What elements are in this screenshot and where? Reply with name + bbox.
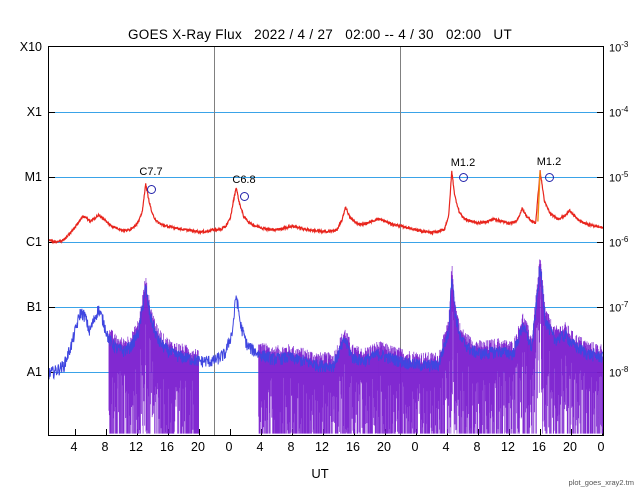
ytick-left [49,372,55,373]
flare-marker-m12-b [545,173,554,182]
exponent: -7 [621,300,629,309]
flare-marker-c68 [240,192,249,201]
ylabel-x10: X10 [19,40,42,54]
xtick-label: 12 [129,440,143,454]
yright-1e-8: 10-8 [609,365,629,380]
exponent: -4 [621,105,629,114]
xtick-label: 16 [532,440,546,454]
xtick-label: 8 [101,440,109,454]
gridline-b1 [49,307,603,308]
flare-label-c68: C6.8 [232,174,256,186]
xtick-label: 16 [160,440,174,454]
xtick-label: 4 [70,440,78,454]
plot-frame [48,46,604,436]
xtick-label: 0 [597,440,605,454]
xtick-label: 0 [225,440,233,454]
yright-1e-7: 10-7 [609,300,629,315]
day-separator-2 [400,47,401,435]
xtick [540,429,541,435]
yright-1e-3: 10-3 [609,40,629,55]
xtick-label: 0 [411,440,419,454]
gridline-x1 [49,112,603,113]
xtick-label: 8 [473,440,481,454]
xtick-label: 20 [191,440,205,454]
yright-1e-5: 10-5 [609,170,629,185]
exponent: -3 [621,40,629,49]
ylabel-a1: A1 [26,365,42,379]
flare-label-m12-a: M1.2 [450,157,476,169]
xtick-label: 20 [377,440,391,454]
exponent: -5 [621,170,629,179]
exponent: -6 [621,235,629,244]
ytick-right [597,242,603,243]
ytick-left [49,307,55,308]
xtick-label: 12 [315,440,329,454]
xtick [571,429,572,435]
xtick [261,429,262,435]
page-title: GOES X-Ray Flux 2022 / 4 / 27 02:00 -- 4… [127,27,513,42]
xtick-label: 20 [563,440,577,454]
xtick [106,429,107,435]
ytick-left [49,112,55,113]
ytick-right [597,112,603,113]
xtick-label: 16 [346,440,360,454]
ylabel-x1: X1 [26,105,42,119]
yright-1e-6: 10-6 [609,235,629,250]
exponent: -8 [621,365,629,374]
ytick-right [597,177,603,178]
xtick [478,429,479,435]
gridline-m1 [49,177,603,178]
ylabel-m1: M1 [24,170,42,184]
xtick [199,429,200,435]
xtick [230,429,231,435]
day-separator-1 [214,47,215,435]
xtick-label: 4 [256,440,264,454]
ylabel-b1: B1 [26,300,42,314]
xtick [75,429,76,435]
xtick-label: 4 [442,440,450,454]
flare-label-c77: C7.7 [139,166,163,178]
flare-label-m12-b: M1.2 [536,156,562,168]
flux-curves [49,170,603,434]
xtick-label: 8 [287,440,295,454]
ytick-right [597,307,603,308]
flare-marker-m12-a [459,173,468,182]
x-axis-title: UT [311,466,329,481]
gridline-c1 [49,242,603,243]
plot-credit: plot_goes_xray2.tm [568,478,634,487]
xtick-label: 12 [501,440,515,454]
flare-marker-c77 [147,185,156,194]
ytick-left [49,177,55,178]
ylabel-c1: C1 [26,235,42,249]
yright-1e-4: 10-4 [609,105,629,120]
